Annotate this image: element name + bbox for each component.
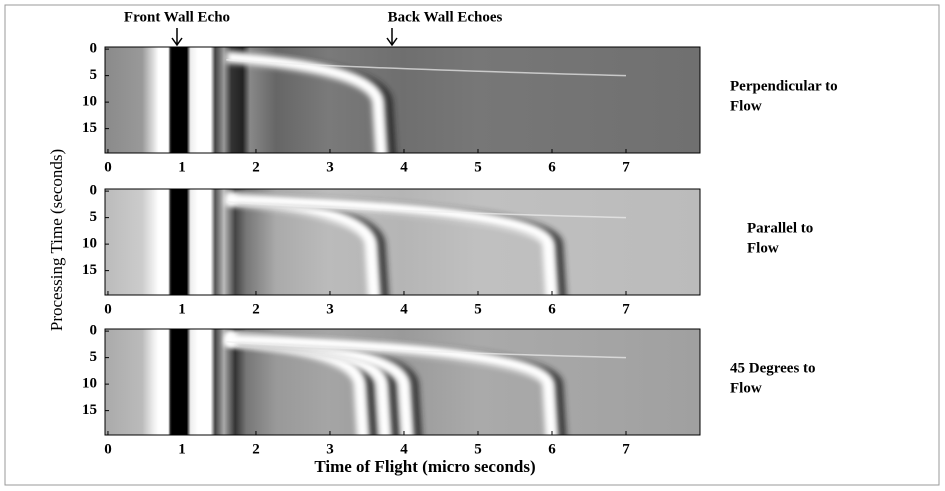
- x-tick-label: 0: [104, 301, 112, 317]
- x-tick-label: 6: [548, 159, 556, 175]
- x-tick-label: 4: [400, 159, 408, 175]
- annotation: Back Wall Echoes: [388, 9, 503, 25]
- x-tick-label: 3: [326, 301, 334, 317]
- y-tick-label: 15: [82, 262, 97, 278]
- x-tick-label: 5: [474, 159, 482, 175]
- panel-label: Perpendicular to: [730, 78, 838, 94]
- x-axis-label: Time of Flight (micro seconds): [314, 457, 535, 476]
- x-tick-label: 4: [400, 301, 408, 317]
- x-tick-label: 0: [104, 159, 112, 175]
- x-tick-label: 1: [178, 301, 186, 317]
- x-tick-label: 7: [622, 159, 630, 175]
- x-tick-label: 6: [548, 441, 556, 457]
- y-tick-label: 15: [82, 120, 97, 136]
- y-tick-label: 15: [82, 402, 97, 418]
- arrow: [172, 28, 182, 45]
- y-tick-label: 0: [90, 41, 98, 57]
- x-tick-label: 5: [474, 441, 482, 457]
- x-tick-label: 7: [622, 301, 630, 317]
- x-tick-label: 2: [252, 441, 260, 457]
- x-tick-label: 2: [252, 159, 260, 175]
- y-tick-label: 5: [90, 349, 98, 365]
- panel-label: Parallel to: [747, 220, 813, 236]
- y-tick-label: 5: [90, 209, 98, 225]
- heatmap: [105, 189, 700, 302]
- y-tick-label: 10: [82, 94, 97, 110]
- x-tick-label: 6: [548, 301, 556, 317]
- arrow: [387, 28, 397, 45]
- y-tick-label: 10: [82, 376, 97, 392]
- x-tick-label: 5: [474, 301, 482, 317]
- panel-label: Flow: [730, 380, 762, 396]
- heatmap-image: [105, 47, 700, 153]
- x-tick-label: 4: [400, 441, 408, 457]
- heatmap: [105, 47, 700, 160]
- x-tick-label: 1: [178, 159, 186, 175]
- annotation: Front Wall Echo: [124, 9, 230, 25]
- x-tick-label: 0: [104, 441, 112, 457]
- x-tick-label: 7: [622, 441, 630, 457]
- panel-label: Flow: [747, 240, 779, 256]
- y-tick-label: 5: [90, 67, 98, 83]
- y-tick-label: 0: [90, 183, 98, 199]
- panel-label: 45 Degrees to: [730, 360, 816, 376]
- x-tick-label: 2: [252, 301, 260, 317]
- y-tick-label: 0: [90, 323, 98, 339]
- x-tick-label: 3: [326, 159, 334, 175]
- x-tick-label: 3: [326, 441, 334, 457]
- y-axis-label: Processing Time (seconds): [47, 149, 66, 331]
- x-tick-label: 1: [178, 441, 186, 457]
- figure: Front Wall Echo Back Wall Echoes Time of…: [0, 0, 945, 491]
- heatmap: [105, 329, 700, 442]
- y-tick-label: 10: [82, 236, 97, 252]
- panel-label: Flow: [730, 98, 762, 114]
